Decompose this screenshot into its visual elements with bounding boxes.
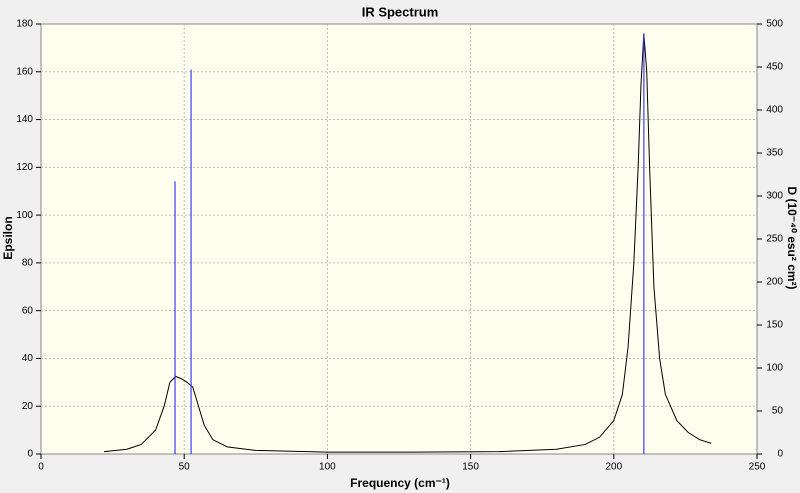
y-tick-label: 120 — [16, 162, 33, 173]
y2-tick-label: 150 — [766, 320, 783, 331]
y2-axis-label: D (10⁻⁴⁰ esu² cm²) — [785, 186, 799, 289]
y-tick-label: 100 — [16, 210, 33, 221]
x-tick-label: 150 — [462, 462, 479, 473]
x-tick-label: 250 — [749, 462, 766, 473]
x-tick-label: 0 — [38, 462, 44, 473]
y2-tick-label: 400 — [766, 105, 783, 116]
y-tick-label: 80 — [22, 258, 34, 269]
y2-tick-label: 300 — [766, 191, 783, 202]
x-tick-label: 200 — [605, 462, 622, 473]
y2-tick-label: 250 — [766, 234, 783, 245]
y-tick-label: 0 — [27, 449, 33, 460]
y2-tick-label: 100 — [766, 363, 783, 374]
y2-tick-label: 200 — [766, 277, 783, 288]
y2-tick-label: 50 — [772, 406, 784, 417]
y-tick-label: 40 — [22, 353, 34, 364]
x-tick-label: 100 — [319, 462, 336, 473]
y-tick-label: 20 — [22, 401, 34, 412]
y-tick-label: 60 — [22, 305, 34, 316]
y2-tick-label: 500 — [766, 19, 783, 30]
y-axis-label: Epsilon — [1, 216, 15, 259]
x-tick-label: 50 — [179, 462, 191, 473]
y2-tick-label: 450 — [766, 62, 783, 73]
y-tick-label: 160 — [16, 66, 33, 77]
y2-tick-label: 0 — [777, 449, 783, 460]
x-axis-label: Frequency (cm⁻¹) — [350, 476, 450, 490]
chart-title: IR Spectrum — [362, 4, 439, 19]
y2-tick-label: 350 — [766, 148, 783, 159]
y-tick-label: 140 — [16, 114, 33, 125]
y-tick-label: 180 — [16, 19, 33, 30]
plot-area — [40, 23, 758, 455]
